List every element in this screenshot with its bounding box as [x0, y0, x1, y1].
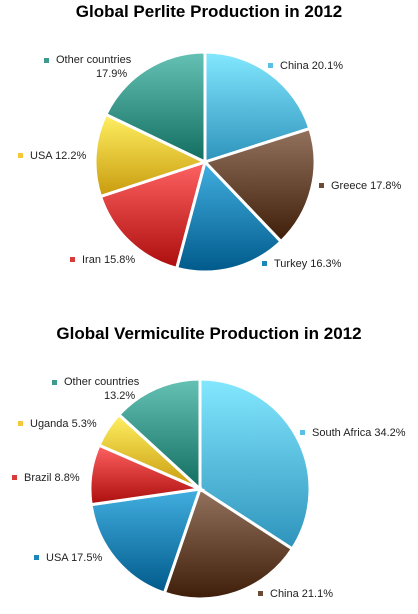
slice-label: China 21.1% — [270, 588, 333, 600]
pie-slice — [116, 377, 202, 493]
legend-marker — [18, 153, 23, 158]
slice-label: South Africa 34.2% — [312, 427, 406, 439]
legend-marker — [300, 430, 305, 435]
chart-title: Global Perlite Production in 2012 — [75, 2, 343, 21]
slice-label: USA 12.2% — [30, 150, 86, 162]
pie-slice — [162, 486, 295, 601]
pie-slice — [103, 50, 207, 165]
legend-marker — [18, 421, 23, 426]
slice-label: USA 17.5% — [46, 552, 102, 564]
vermiculite-pie-svg: South Africa 34.2% China 21.1% USA 17.5% Br… — [12, 376, 406, 601]
legend-marker — [262, 261, 267, 266]
slice-label: Greece 17.8% — [331, 180, 402, 192]
legend-marker — [258, 591, 263, 596]
chart-title: Global Vermiculite Production in 2012 — [56, 324, 362, 343]
slice-label: Iran 15.8% — [82, 254, 135, 266]
legend-marker — [70, 257, 75, 262]
slice-label: Other countries 13.2% — [64, 376, 140, 402]
legend-marker — [268, 63, 273, 68]
pie-slice — [202, 126, 317, 244]
legend-marker — [34, 555, 39, 560]
legend-marker — [44, 58, 49, 63]
slice-label: Uganda 5.3% — [30, 418, 97, 430]
slice-label: Other countries 17.9% — [56, 54, 132, 80]
pie-slice — [89, 487, 203, 595]
pie-slice — [174, 159, 284, 274]
slice-label: China 20.1% — [280, 60, 343, 72]
legend-marker — [12, 475, 17, 480]
perlite-pie-chart: Global Perlite Production in 2012 China … — [0, 0, 418, 300]
pie-slice — [203, 50, 312, 165]
slice-label: Brazil 8.8% — [24, 472, 80, 484]
legend-marker — [319, 183, 324, 188]
pie-slice — [93, 112, 210, 199]
perlite-pie-svg: China 20.1% Greece 17.8% Turkey 16.3% Iran … — [18, 50, 402, 274]
vermiculite-pie-chart: Global Vermiculite Production in 2012 So… — [0, 322, 418, 614]
slice-label: Turkey 16.3% — [274, 258, 342, 270]
legend-marker — [52, 380, 57, 385]
